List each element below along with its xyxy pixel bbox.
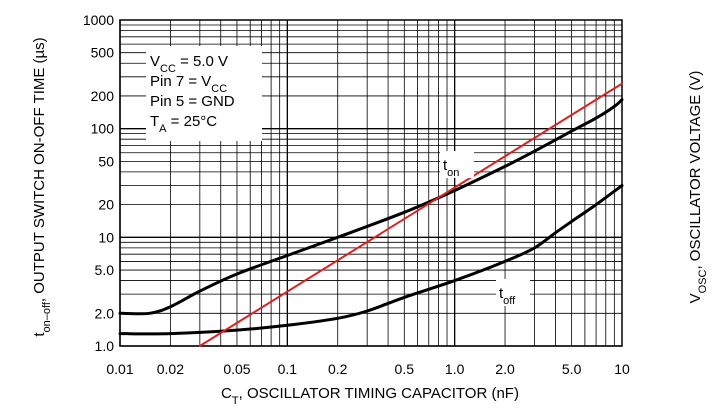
x-tick-label: 0.1 [278,361,298,377]
y-tick-label: 1.0 [95,338,115,354]
y-tick-label: 10 [98,229,114,245]
plot-frame [119,19,623,347]
x-tick-label: 5.0 [562,361,582,377]
y-tick-label: 50 [98,153,114,169]
x-axis-label: CT, OSCILLATOR TIMING CAPACITOR (nF) [221,385,519,407]
condition-line: Pin 5 = GND [150,93,235,110]
series-line-toff [118,184,624,336]
x-tick-label: 0.05 [223,361,250,377]
y-tick-label: 1000 [83,12,114,28]
y-tick-label: 100 [91,121,115,137]
y-tick-label: 20 [98,197,114,213]
x-tick-labels: 0.01 0.02 0.05 0.1 0.2 0.5 1.0 2.0 5.0 10 [106,361,630,377]
y-tick-label: 5.0 [95,262,115,278]
series-line-ton [118,98,624,316]
series-group [118,82,624,347]
condition-line: Pin 7 = VCC [150,73,227,95]
series-label-ton: ton [443,157,459,179]
condition-line: TA = 25°C [150,113,217,135]
x-tick-label: 2.0 [495,361,515,377]
x-tick-label: 0.5 [395,361,415,377]
series-label-background [440,151,474,178]
y-tick-labels: 1.0 2.0 5.0 10 20 50 100 200 500 1000 [83,12,114,354]
series-label-background [496,279,530,306]
y-tick-label: 2.0 [95,305,115,321]
x-tick-label: 0.02 [157,361,184,377]
condition-line: VCC = 5.0 V [150,53,228,75]
y-tick-label: 200 [91,88,115,104]
secondary-y-axis-label: VOSC, OSCILLATOR VOLTAGE (V) [687,71,709,304]
y-tick-label: 500 [91,45,115,61]
x-tick-label: 1.0 [445,361,465,377]
y-axis-label: ton–off, OUTPUT SWITCH ON-OFF TIME (µs) [31,37,53,336]
x-tick-label: 10 [614,361,630,377]
series-line-oscillator [198,82,623,347]
series-label-toff: toff [499,285,516,307]
x-tick-label: 0.2 [328,361,348,377]
series-labels: ton toff [440,151,530,307]
conditions-background [146,46,262,141]
x-tick-label: 0.01 [106,361,133,377]
